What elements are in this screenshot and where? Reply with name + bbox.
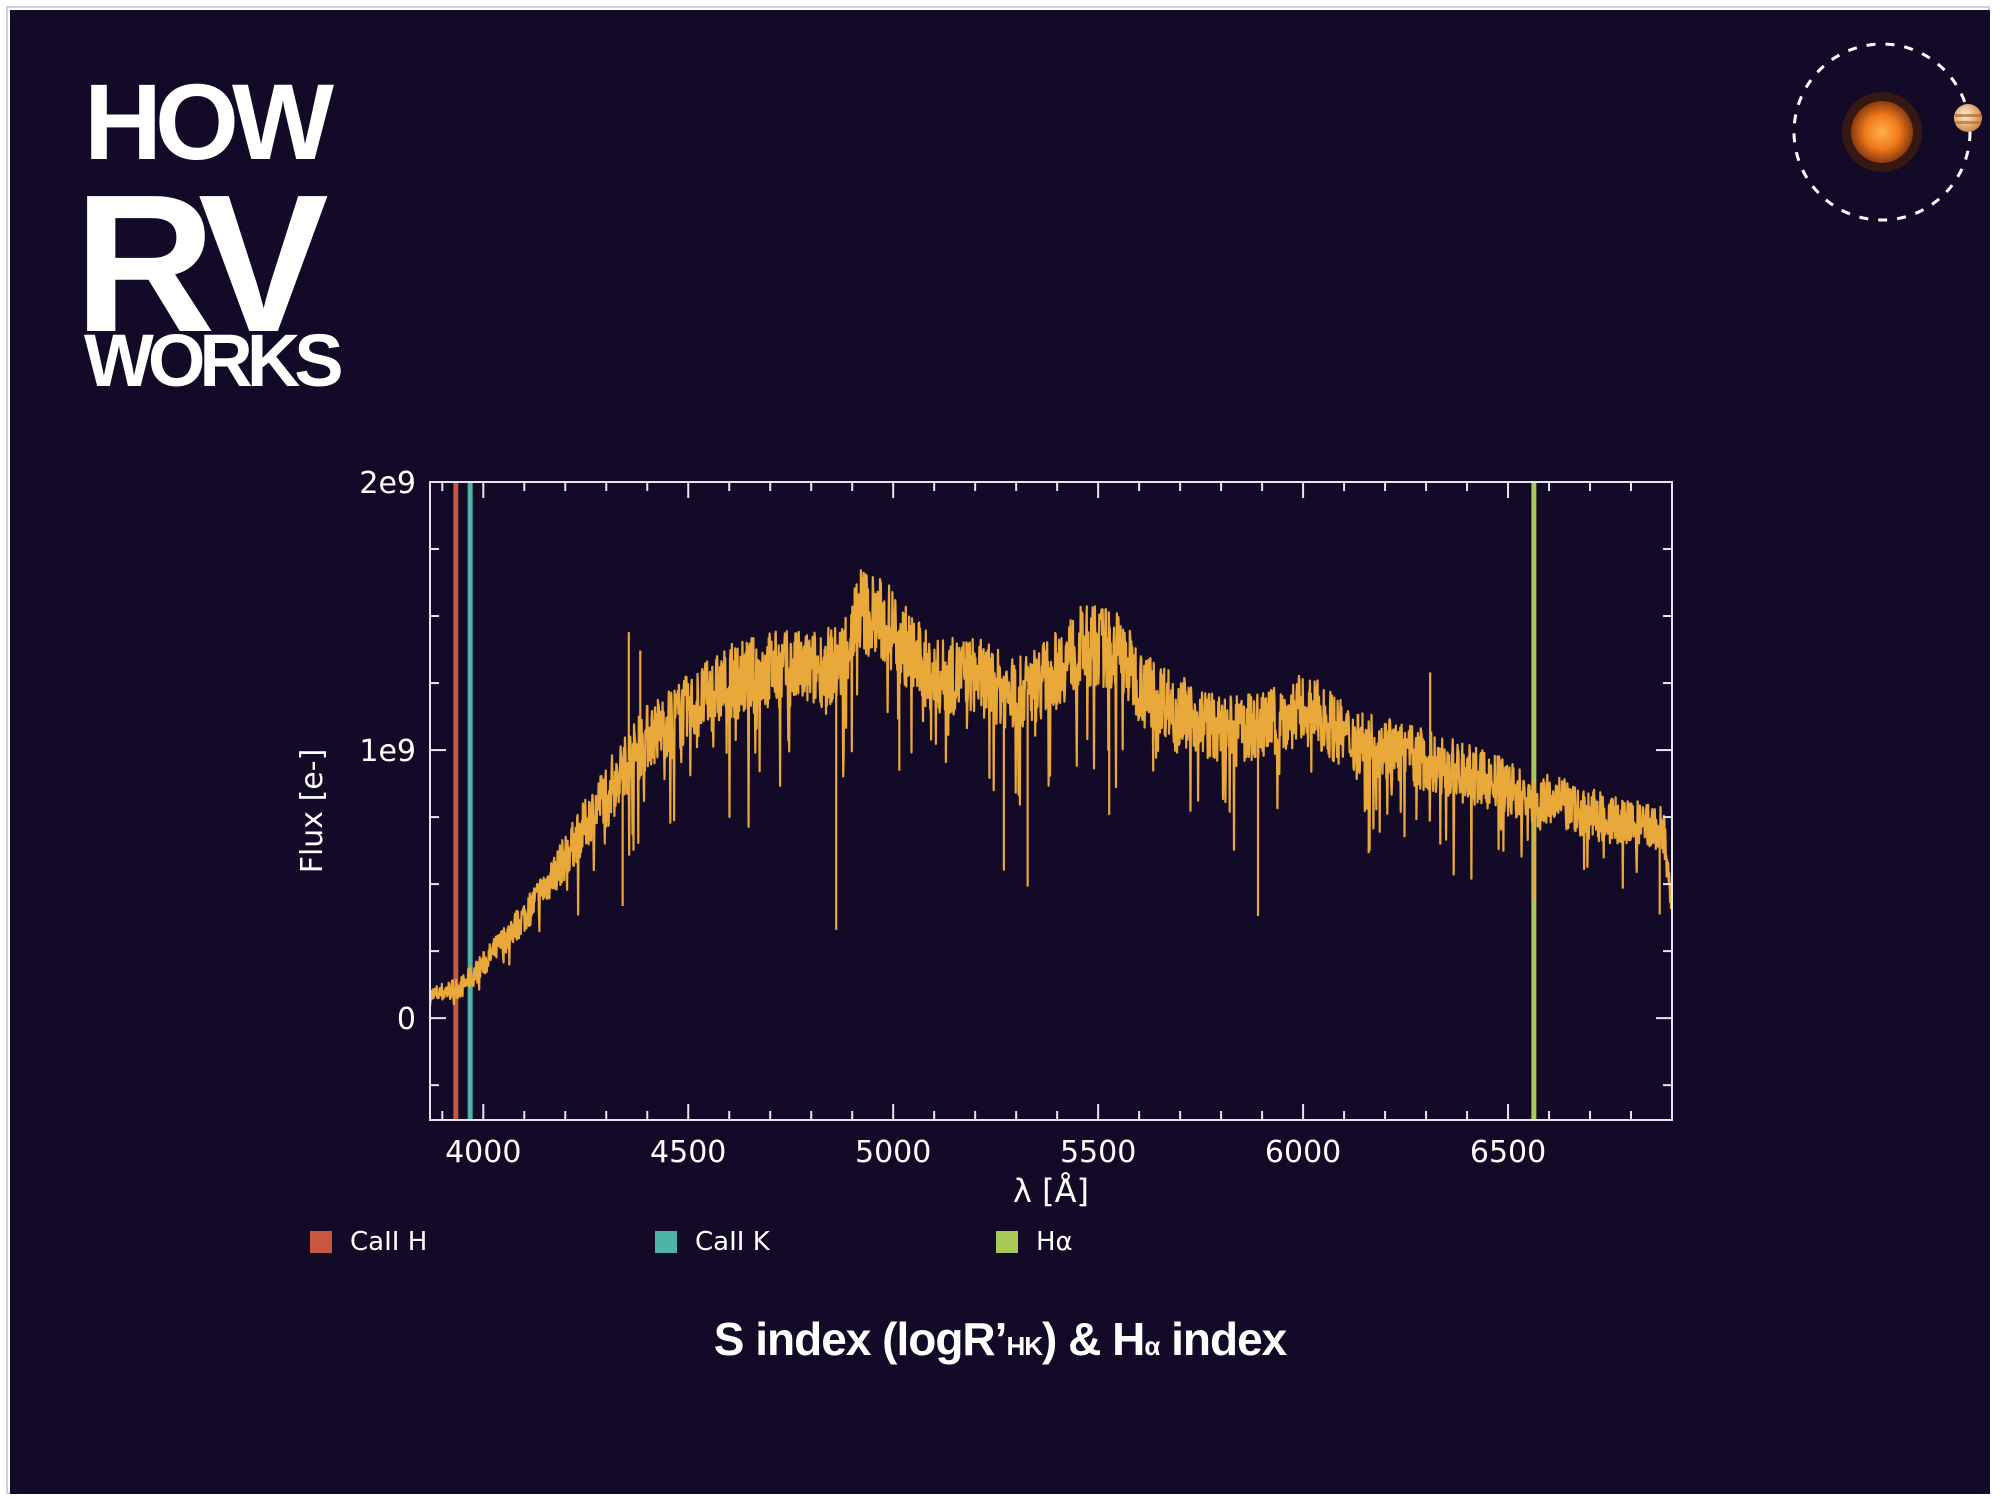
legend-label-h-alpha: Hα [1036, 1227, 1073, 1257]
x-tick-label: 5500 [1060, 1135, 1136, 1170]
legend-item-ca-h: CaII H [310, 1222, 427, 1262]
x-tick-label: 6500 [1470, 1135, 1546, 1170]
star-icon [1851, 101, 1913, 163]
x-tick-label: 5000 [855, 1135, 931, 1170]
x-axis-label: λ [Å] [1013, 1172, 1089, 1210]
legend-item-ca-k: CaII K [655, 1222, 770, 1262]
legend-swatch-ca-h [310, 1231, 332, 1253]
slide: HOW RV WORKS 4000 4500 5000 5500 6000 6500 0 1e… [10, 10, 1990, 1494]
caption-subscript-hk: HK [1006, 1331, 1043, 1361]
spectrum-line [430, 569, 1672, 1007]
orbit-path [1792, 42, 1972, 222]
y-tick-label: 1e9 [359, 734, 416, 769]
caption-alpha: α [1144, 1331, 1160, 1361]
y-tick-label: 2e9 [359, 466, 416, 501]
caption-prefix: S index (logR’ [713, 1313, 1008, 1365]
spectrum-chart: 4000 4500 5000 5500 6000 6500 0 1e9 2e9 λ [Å] Fl… [295, 466, 1673, 1210]
legend-swatch-h-alpha [996, 1231, 1018, 1253]
legend-label-ca-h: CaII H [350, 1227, 428, 1257]
x-tick-label: 6000 [1265, 1135, 1341, 1170]
legend-label-ca-k: CaII K [695, 1227, 770, 1257]
x-tick-label: 4500 [650, 1135, 726, 1170]
planet-icon [1954, 104, 1982, 132]
logo-line-works: WORKS [84, 319, 344, 402]
legend-swatch-ca-k [655, 1231, 677, 1253]
plot-area [430, 482, 1672, 1120]
caption-middle: ) & H [1042, 1313, 1145, 1365]
plot-frame [429, 481, 1673, 1121]
spectrum-series [430, 569, 1672, 1007]
axes: 4000 4500 5000 5500 6000 6500 0 1e9 2e9 [359, 466, 1673, 1170]
slide-caption: S index (logR’HK) & Hα index [10, 1312, 1990, 1366]
logo-line-rv: RV [74, 154, 329, 373]
legend-item-h-alpha: Hα [996, 1222, 1073, 1262]
x-tick-label: 4000 [445, 1135, 521, 1170]
logo-line-how: HOW [84, 61, 334, 182]
caption-suffix: index [1159, 1313, 1287, 1365]
star-planet-orbit-icon [1792, 42, 1982, 222]
y-tick-label: 0 [397, 1002, 416, 1037]
y-axis-label: Flux [e-] [295, 749, 330, 874]
